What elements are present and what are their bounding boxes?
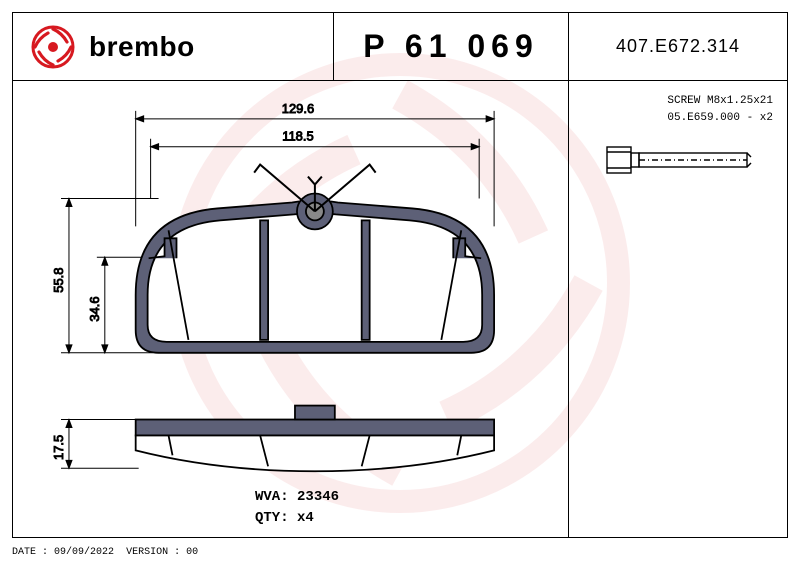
- main-drawing-area: 129.6 118.5 55.8 34.6 17.5: [13, 81, 567, 537]
- reference-number: 407.E672.314: [569, 13, 787, 80]
- date-value: 09/09/2022: [54, 547, 114, 558]
- brembo-logo-icon: [31, 25, 75, 69]
- accessory-panel: SCREW M8x1.25x21 05.E659.000 - x2: [575, 87, 781, 132]
- qty-label: QTY:: [255, 510, 289, 526]
- dim-height-outer: 55.8: [51, 268, 66, 293]
- dim-height-inner: 34.6: [87, 296, 102, 321]
- side-divider: [568, 81, 569, 537]
- part-number: P 61 069: [333, 13, 569, 80]
- version-label: VERSION :: [126, 547, 180, 558]
- dim-width-inner: 118.5: [282, 129, 313, 144]
- drawing-frame: brembo P 61 069 407.E672.314 SCREW M8x1.…: [12, 12, 788, 538]
- qty-value: x4: [297, 510, 314, 526]
- brand-name: brembo: [89, 31, 195, 63]
- accessory-line2: 05.E659.000 - x2: [583, 110, 773, 127]
- meta-block: WVA: 23346 QTY: x4: [255, 487, 339, 529]
- footer: DATE : 09/09/2022 VERSION : 00: [12, 547, 198, 558]
- wva-value: 23346: [297, 489, 339, 505]
- header: brembo P 61 069 407.E672.314: [13, 13, 787, 81]
- version-value: 00: [186, 547, 198, 558]
- screw-icon: [599, 131, 769, 189]
- logo-cell: brembo: [13, 13, 333, 80]
- brake-pad-side: [136, 406, 494, 472]
- wva-label: WVA:: [255, 489, 289, 505]
- brake-pad-front: [136, 165, 494, 353]
- dim-thickness: 17.5: [51, 435, 66, 460]
- technical-drawing: 129.6 118.5 55.8 34.6 17.5: [13, 81, 567, 537]
- accessory-line1: SCREW M8x1.25x21: [583, 93, 773, 110]
- date-label: DATE :: [12, 547, 48, 558]
- dim-width-outer: 129.6: [282, 101, 314, 116]
